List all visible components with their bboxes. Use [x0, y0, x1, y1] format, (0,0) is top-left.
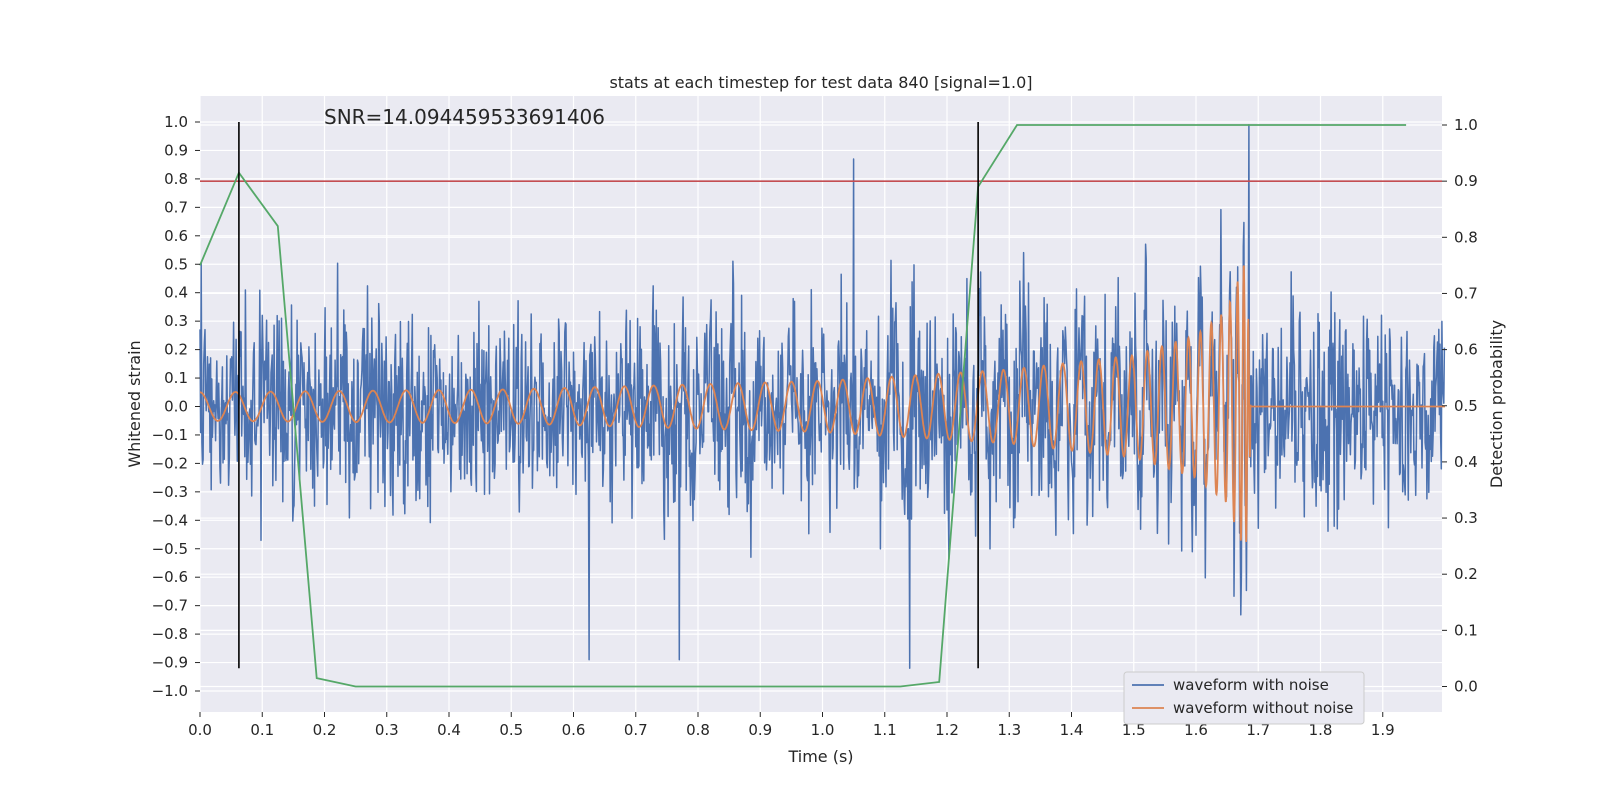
x-tick-label: 0.3: [375, 721, 399, 739]
x-tick-label: 0.8: [686, 721, 710, 739]
x-tick-label: 0.5: [499, 721, 523, 739]
line-waveform-without-noise: [200, 265, 1445, 542]
axis-ticks: 0.0 0.1 0.2 0.3 0.4 0.5 0.6 0.7 0.8 0.9 1.0 1.1 1.2 1…: [152, 113, 1478, 739]
x-axis-label: Time (s): [787, 747, 853, 766]
y-tick-label-left: 0.8: [164, 170, 188, 188]
x-tick-label: 0.9: [748, 721, 772, 739]
y-tick-label-right: 0.7: [1454, 284, 1478, 302]
legend-box: [1123, 671, 1365, 725]
legend: waveform with noise waveform without noi…: [1123, 671, 1365, 725]
y-tick-label-left: 0.9: [164, 141, 188, 159]
x-tick-label: 0.7: [624, 721, 648, 739]
x-tick-label: 0.4: [437, 721, 461, 739]
series-detection-probability: [199, 124, 1442, 688]
snr-annotation: SNR=14.094459533691406: [324, 105, 605, 129]
y-tick-label-left: −0.3: [152, 483, 188, 501]
y-tick-label-right: 0.9: [1454, 172, 1478, 190]
x-tick-label: 1.0: [811, 721, 835, 739]
x-tick-label: 1.3: [997, 721, 1021, 739]
x-tick-label: 0.0: [188, 721, 212, 739]
y-axis-label-left: Whitened strain: [125, 340, 144, 467]
y-tick-label-left: 0.2: [164, 341, 188, 359]
x-tick-label: 0.6: [562, 721, 586, 739]
y-tick-label-left: −1.0: [152, 682, 188, 700]
y-axis-label-right: Detection probability: [1487, 320, 1506, 488]
x-tick-label: 1.9: [1371, 721, 1395, 739]
y-tick-label-left: 0.1: [164, 369, 188, 387]
y-tick-label-left: 1.0: [164, 113, 188, 131]
x-tick-label: 1.5: [1122, 721, 1146, 739]
y-tick-label-right: 0.3: [1454, 509, 1478, 527]
y-tick-label-left: 0.0: [164, 398, 188, 416]
x-tick-label: 1.6: [1184, 721, 1208, 739]
y-tick-label-left: 0.7: [164, 198, 188, 216]
y-tick-label-left: −0.1: [152, 426, 188, 444]
y-tick-label-right: 0.4: [1454, 453, 1478, 471]
y-tick-label-left: −0.5: [152, 540, 188, 558]
y-tick-label-right: 0.5: [1454, 397, 1478, 415]
y-tick-label-left: −0.6: [152, 568, 188, 586]
event-markers: [238, 122, 979, 669]
y-tick-label-left: 0.6: [164, 227, 188, 245]
legend-label-noisy: waveform with noise: [1173, 676, 1329, 694]
y-tick-label-left: 0.4: [164, 284, 188, 302]
y-tick-label-right: 0.2: [1454, 565, 1478, 583]
line-detection-probability: [199, 124, 1407, 688]
y-tick-label-right: 1.0: [1454, 116, 1478, 134]
y-tick-label-right: 0.8: [1454, 228, 1478, 246]
x-tick-label: 1.4: [1060, 721, 1084, 739]
y-tick-label-left: −0.4: [152, 511, 188, 529]
x-tick-label: 1.7: [1246, 721, 1270, 739]
y-tick-label-left: −0.7: [152, 597, 188, 615]
x-tick-label: 1.1: [873, 721, 897, 739]
y-tick-label-right: 0.6: [1454, 341, 1478, 359]
x-tick-label: 0.1: [250, 721, 274, 739]
y-tick-label-left: −0.2: [152, 454, 188, 472]
legend-label-clean: waveform without noise: [1173, 699, 1353, 717]
y-tick-label-left: −0.9: [152, 654, 188, 672]
y-tick-label-right: 0.1: [1454, 621, 1478, 639]
y-tick-label-left: −0.8: [152, 625, 188, 643]
x-tick-label: 0.2: [313, 721, 337, 739]
y-tick-label-left: 0.5: [164, 255, 188, 273]
y-tick-label-right: 0.0: [1454, 678, 1478, 696]
chart-title: stats at each timestep for test data 840…: [609, 73, 1032, 92]
x-tick-label: 1.2: [935, 721, 959, 739]
series-waveform-without-noise: [200, 265, 1445, 542]
x-tick-label: 1.8: [1309, 721, 1333, 739]
y-tick-label-left: 0.3: [164, 312, 188, 330]
